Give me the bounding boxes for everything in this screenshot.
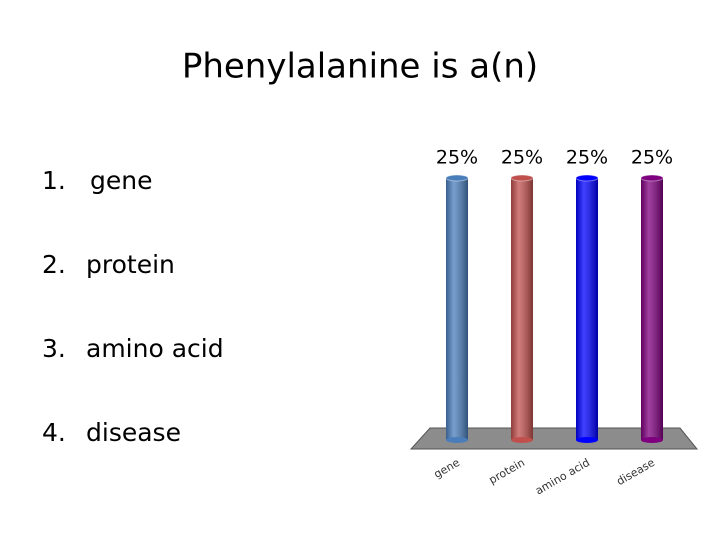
bar-shading — [511, 178, 533, 440]
category-label: disease — [614, 456, 657, 488]
bar-bottom — [641, 437, 663, 443]
option-number: 1. — [42, 166, 66, 195]
bar-bottom — [446, 437, 468, 443]
category-label: protein — [487, 456, 527, 487]
option-number: 3. — [42, 334, 66, 363]
bar-top — [640, 174, 664, 182]
option-number: 2. — [42, 250, 66, 279]
category-label: amino acid — [533, 456, 592, 498]
bar-top — [510, 174, 534, 182]
option-text: amino acid — [86, 334, 224, 363]
bar-bottom — [576, 437, 598, 443]
option-text: disease — [86, 418, 181, 447]
value-label: 25% — [631, 147, 673, 169]
value-label: 25% — [566, 147, 608, 169]
value-label: 25% — [436, 147, 478, 169]
bar-shading — [446, 178, 468, 440]
option-text: gene — [90, 166, 152, 195]
slide-title: Phenylalanine is a(n) — [182, 47, 538, 87]
value-label: 25% — [501, 147, 543, 169]
category-label: gene — [432, 456, 463, 481]
bar-top — [575, 174, 599, 182]
option-text: protein — [86, 250, 175, 279]
option-number: 4. — [42, 418, 66, 447]
bar-shading — [641, 178, 663, 440]
bar-bottom — [511, 437, 533, 443]
bar-top — [445, 174, 469, 182]
bar-shading — [576, 178, 598, 440]
